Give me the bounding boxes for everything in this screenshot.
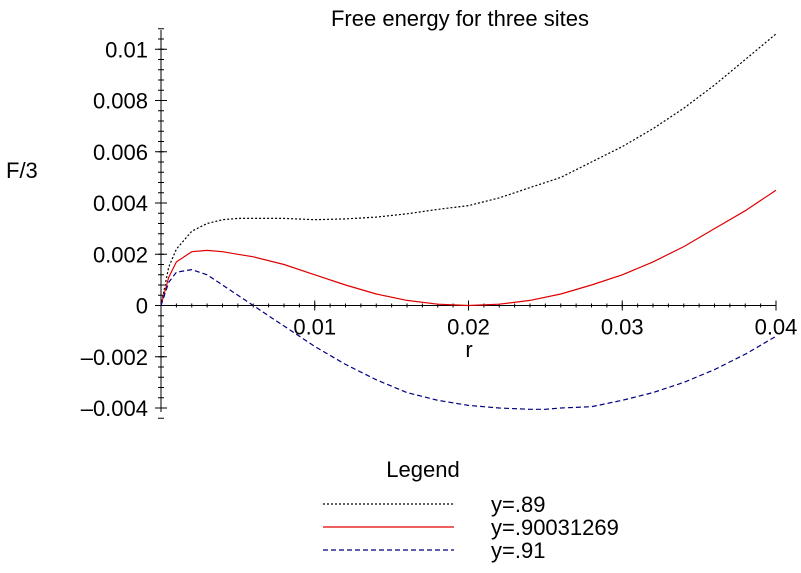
x-tick-label: 0.04 xyxy=(755,315,798,340)
legend-label-2: y=.90031269 xyxy=(491,515,619,540)
legend-label-1: y=.89 xyxy=(491,492,545,517)
chart-title: Free energy for three sites xyxy=(331,6,589,31)
y-tick-label: 0.004 xyxy=(93,191,148,216)
series-lines xyxy=(160,33,777,410)
y-tick-label: 0.006 xyxy=(93,140,148,165)
legend-label-3: y=.91 xyxy=(491,538,545,563)
y-tick-label: 0 xyxy=(136,294,148,319)
y-axis-minor-ticks xyxy=(158,28,762,419)
x-tick-label: 0.03 xyxy=(601,315,644,340)
y-tick-label: 0.01 xyxy=(105,37,148,62)
series-line-2 xyxy=(160,189,777,307)
y-tick-label: 0.002 xyxy=(93,242,148,267)
x-tick-label: 0.01 xyxy=(293,315,336,340)
series-line-1 xyxy=(160,33,777,306)
x-tick-label: 0.02 xyxy=(447,315,490,340)
series-line-3 xyxy=(160,268,777,410)
legend-title: Legend xyxy=(386,457,459,482)
y-tick-label: –0.004 xyxy=(81,396,148,421)
y-tick-label: –0.002 xyxy=(81,345,148,370)
y-axis-ticks: 0.01 0.008 0.006 0.004 0.002 0 –0.002 –0.004 xyxy=(81,37,167,421)
y-axis-label: F/3 xyxy=(6,158,38,183)
y-tick-label: 0.008 xyxy=(93,89,148,114)
x-axis-ticks: 0.01 0.02 0.03 0.04 xyxy=(293,300,798,340)
x-axis-label: r xyxy=(465,337,472,362)
